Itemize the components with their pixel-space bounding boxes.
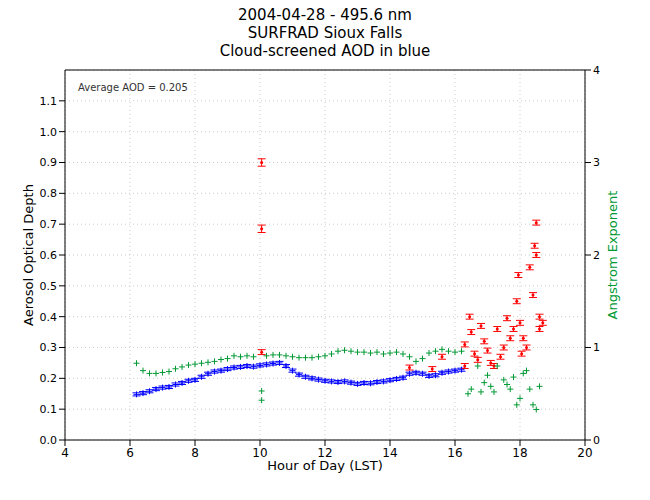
html-text:Cloud-screened AOD in blue: Cloud-screened AOD in blue bbox=[219, 42, 431, 60]
svg-text:0.8: 0.8 bbox=[40, 187, 58, 200]
svg-text:1: 1 bbox=[593, 341, 600, 354]
html-text:Hour of Day (LST): Hour of Day (LST) bbox=[267, 458, 383, 473]
svg-text:4: 4 bbox=[593, 64, 600, 77]
svg-text:20: 20 bbox=[577, 446, 592, 460]
svg-text:2: 2 bbox=[593, 249, 600, 262]
svg-text:0.1: 0.1 bbox=[40, 403, 58, 416]
html-text:Aerosol Optical Depth: Aerosol Optical Depth bbox=[20, 184, 36, 326]
svg-text:10: 10 bbox=[252, 446, 267, 460]
svg-text:18: 18 bbox=[512, 446, 527, 460]
svg-text:1.0: 1.0 bbox=[40, 126, 58, 139]
svg-text:12: 12 bbox=[317, 446, 332, 460]
html-text:2004-04-28 - 495.6 nm: 2004-04-28 - 495.6 nm bbox=[238, 6, 412, 24]
html-text:Angstrom Exponent: Angstrom Exponent bbox=[604, 190, 620, 320]
svg-text:3: 3 bbox=[593, 156, 600, 169]
svg-text:0.3: 0.3 bbox=[40, 341, 58, 354]
svg-text:16: 16 bbox=[447, 446, 462, 460]
svg-text:8: 8 bbox=[191, 446, 199, 460]
svg-text:0.7: 0.7 bbox=[40, 218, 58, 231]
html-text:SURFRAD Sioux Falls: SURFRAD Sioux Falls bbox=[247, 24, 403, 42]
html-text:Average AOD = 0.205: Average AOD = 0.205 bbox=[78, 82, 188, 93]
svg-text:0.2: 0.2 bbox=[40, 372, 58, 385]
svg-text:0: 0 bbox=[593, 434, 600, 447]
svg-text:0.4: 0.4 bbox=[40, 311, 58, 324]
svg-text:0.0: 0.0 bbox=[40, 434, 58, 447]
svg-text:0.5: 0.5 bbox=[40, 280, 58, 293]
svg-text:0.6: 0.6 bbox=[40, 249, 58, 262]
svg-text:1.1: 1.1 bbox=[40, 95, 58, 108]
svg-text:0.9: 0.9 bbox=[40, 156, 58, 169]
svg-text:14: 14 bbox=[382, 446, 397, 460]
svg-text:4: 4 bbox=[61, 446, 69, 460]
svg-text:6: 6 bbox=[126, 446, 134, 460]
